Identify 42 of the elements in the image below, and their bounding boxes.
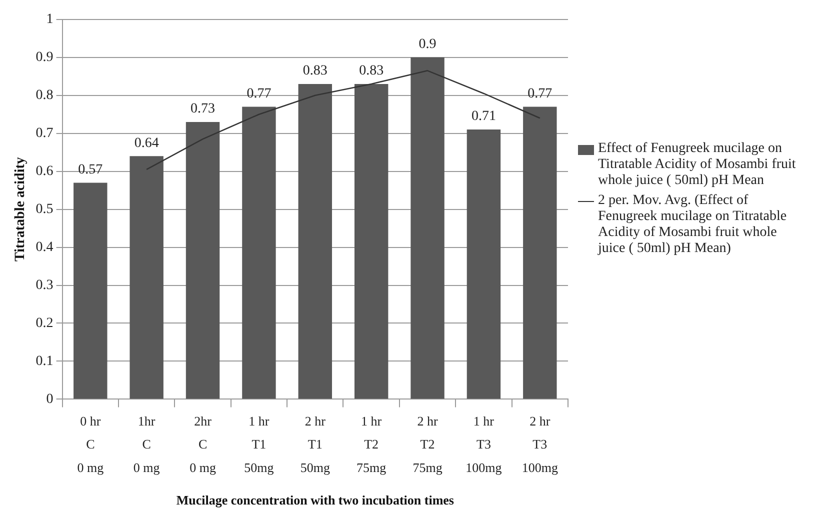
data-label: 0.77: [528, 86, 552, 102]
data-label: 0.83: [359, 64, 384, 79]
y-tick-label: 0.9: [36, 50, 54, 66]
x-tick-label: 1hr C 0 mg: [133, 413, 160, 476]
y-tick-label: 0.1: [36, 354, 54, 369]
data-label: 0.71: [471, 109, 496, 124]
x-tick-label: 2 hr T3 100mg: [522, 413, 558, 476]
x-tick-label: 2 hr T2 75mg: [412, 413, 443, 476]
x-tick-label: 2 hr T1 50mg: [300, 413, 330, 476]
y-tick-label: 1: [46, 12, 54, 28]
y-tick-label: 0.2: [36, 316, 54, 331]
data-label: 0.64: [134, 136, 159, 151]
x-axis-title: Mucilage concentration with two incubation times: [176, 492, 454, 508]
y-axis-title: Titratable acidity: [13, 157, 28, 262]
bar: [242, 106, 276, 399]
y-tick-label: 0: [46, 392, 54, 407]
legend-label: 2 per. Mov. Avg. (Effect of Fenugreek mucilage on Titratable Acidity of Mosambi fruit whole juice ( 50ml) pH Mean): [598, 192, 788, 256]
y-tick-label: 0.5: [36, 202, 54, 217]
y-tick-label: 0.7: [36, 126, 54, 142]
legend-label: Effect of Fenugreek mucilage on Titratable Acidity of Mosambi fruit whole juice ( 50ml) pH Mean: [598, 140, 797, 188]
data-label: 0.9: [418, 37, 436, 52]
bar: [298, 84, 332, 399]
data-label: 0.77: [246, 86, 272, 102]
y-tick-label: 0.3: [36, 278, 54, 293]
bar: [186, 122, 220, 399]
data-label: 0.73: [190, 102, 216, 117]
y-tick-label: 0.6: [36, 164, 54, 179]
x-tick-label: 1 hr T2 75mg: [356, 413, 387, 476]
x-tick-label: 1 hr T1 50mg: [244, 413, 274, 476]
bar: [466, 130, 501, 399]
x-tick-label: 1 hr T3 100mg: [466, 413, 502, 476]
x-tick-label: 2hr C 0 mg: [190, 413, 216, 476]
data-label: 0.83: [302, 64, 328, 79]
x-tick-label: 0 hr C 0 mg: [77, 413, 104, 476]
bar: [523, 106, 557, 399]
data-label: 0.57: [78, 162, 103, 178]
y-tick-label: 0.4: [36, 240, 54, 255]
bar: [410, 57, 444, 399]
bar: [354, 84, 388, 399]
y-tick-label: 0.8: [36, 88, 54, 104]
bar: [74, 182, 108, 399]
bar: [130, 156, 164, 399]
